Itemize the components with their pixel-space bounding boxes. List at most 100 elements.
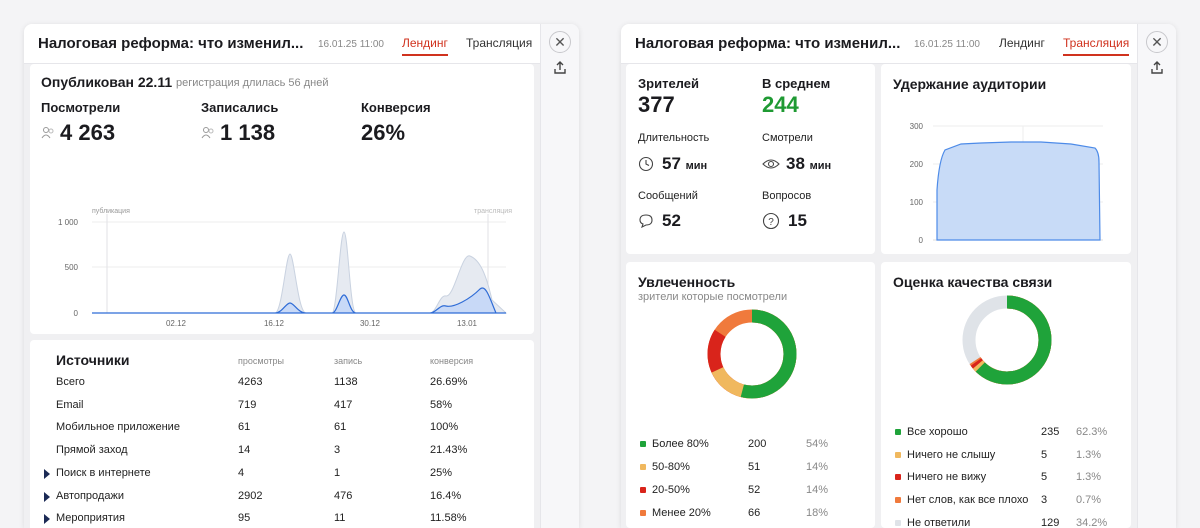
chart-note-broadcast: трансляция (474, 208, 512, 215)
source-signups: 1138 (334, 376, 358, 388)
y-tick: 100 (910, 198, 924, 207)
legend-label: 20-50% (652, 484, 690, 496)
quality-title: Оценка качества связи (893, 274, 1053, 290)
legend-label: Более 80% (652, 438, 709, 450)
views-chart: публикация трансляция 1 000 500 0 02.12 … (58, 207, 512, 328)
source-name: Email (56, 398, 84, 411)
legend-count: 66 (748, 507, 761, 519)
legend-label: Все хорошо (907, 426, 968, 438)
conversion-label: Конверсия (361, 100, 431, 115)
quality-card: Оценка качества связи Все хорошо 235 62.3%… (881, 262, 1131, 528)
legend-percent: 1.3% (1076, 471, 1102, 484)
legend-count: 5 (1041, 448, 1048, 461)
legend-label: Ничего не слышу (907, 448, 996, 461)
legend-swatch (640, 441, 646, 447)
x-tick: 13.01 (457, 319, 478, 328)
legend-count: 3 (1041, 494, 1048, 507)
average-label: В среднем (762, 76, 831, 91)
broadcast-stats-card: Зрителей 377 В среднем 244 Длительность … (626, 64, 875, 254)
landing-panel: Налоговая реформа: что изменил... 16.01.… (24, 24, 579, 528)
source-signups: 3 (334, 444, 341, 457)
expand-icon[interactable] (44, 468, 50, 479)
legend-percent: 62.3% (1076, 426, 1108, 438)
retention-title: Удержание аудитории (893, 76, 1047, 92)
legend-swatch (895, 497, 901, 504)
viewers-label: Зрителей (638, 76, 699, 91)
legend-label: Ничего не вижу (907, 471, 987, 484)
y-tick: 0 (919, 236, 924, 245)
source-views: 61 (238, 421, 251, 434)
svg-text:?: ? (768, 217, 774, 228)
legend-swatch (640, 510, 646, 516)
messages-label: Сообщений (638, 190, 698, 202)
source-name[interactable]: Поиск в интернете (56, 466, 151, 479)
source-name[interactable]: Мероприятия (56, 512, 125, 525)
source-signups: 61 (334, 421, 347, 434)
source-conversion: 58% (430, 398, 453, 411)
average-value: 244 (762, 92, 799, 117)
source-name: Мобильное приложение (56, 421, 180, 434)
signups-label: Записались (201, 100, 279, 115)
people-icon (41, 127, 54, 139)
signups-value: 1 138 (220, 120, 276, 145)
share-icon[interactable] (552, 60, 568, 76)
published-label: Опубликован 22.11 (41, 74, 173, 90)
views-label: Посмотрели (41, 100, 121, 115)
source-signups: 11 (334, 512, 346, 525)
side-toolbar: ✕ (540, 24, 579, 528)
registration-note: регистрация длилась 56 дней (176, 77, 329, 89)
x-tick: 30.12 (360, 319, 381, 328)
close-button[interactable]: ✕ (1146, 31, 1168, 53)
questions-label: Вопросов (762, 190, 812, 202)
y-tick: 0 (74, 309, 79, 318)
source-conversion: 21.43% (430, 444, 468, 457)
legend-swatch (895, 451, 901, 458)
source-conversion: 100% (430, 421, 459, 434)
source-name[interactable]: Автопродажи (56, 489, 124, 502)
legend-count: 200 (748, 438, 767, 450)
question-icon: ? (762, 212, 780, 230)
legend-swatch (895, 474, 901, 481)
engagement-title: Увлеченность (638, 274, 736, 290)
quality-donut (962, 295, 1052, 385)
legend-label: 50-80% (652, 461, 690, 473)
col-views: просмотры (238, 356, 284, 366)
y-tick: 200 (910, 160, 924, 169)
clock-icon (638, 156, 654, 172)
watched-value: 38 мин (786, 154, 832, 173)
tab-landing[interactable]: Лендинг (999, 36, 1045, 50)
tab-broadcast[interactable]: Трансляция (466, 36, 533, 50)
duration-label: Длительность (638, 132, 710, 144)
expand-icon[interactable] (44, 514, 50, 525)
source-signups: 1 (334, 466, 341, 479)
tab-landing[interactable]: Лендинг (402, 36, 448, 56)
viewers-value: 377 (638, 92, 675, 117)
broadcast-panel: Налоговая реформа: что изменил... 16.01.… (621, 24, 1176, 528)
close-button[interactable]: ✕ (549, 31, 571, 53)
event-title: Налоговая реформа: что изменил... (635, 35, 901, 52)
source-conversion: 16.4% (430, 489, 462, 502)
people-icon (201, 127, 214, 139)
watched-label: Смотрели (762, 132, 813, 144)
legend-percent: 1.3% (1076, 448, 1102, 461)
questions-value: 15 (788, 211, 807, 230)
source-views: 14 (238, 444, 251, 457)
tab-broadcast[interactable]: Трансляция (1063, 36, 1130, 56)
col-conversion: конверсия (430, 356, 474, 366)
share-icon[interactable] (1149, 60, 1165, 76)
legend-count: 51 (748, 461, 761, 473)
views-value: 4 263 (60, 120, 116, 145)
legend-percent: 14% (806, 461, 829, 473)
messages-value: 52 (662, 211, 681, 230)
legend-percent: 14% (806, 484, 829, 496)
conversion-value: 26% (361, 120, 406, 145)
legend-swatch (640, 464, 646, 470)
source-conversion: 26.69% (430, 376, 468, 388)
event-date: 16.01.25 11:00 (318, 39, 384, 50)
expand-icon[interactable] (44, 491, 50, 502)
legend-swatch (895, 429, 901, 435)
landing-summary-card: Опубликован 22.11 регистрация длилась 56… (30, 64, 534, 334)
source-views: 4 (238, 466, 245, 479)
legend-percent: 54% (806, 438, 829, 450)
source-views: 95 (238, 512, 251, 525)
